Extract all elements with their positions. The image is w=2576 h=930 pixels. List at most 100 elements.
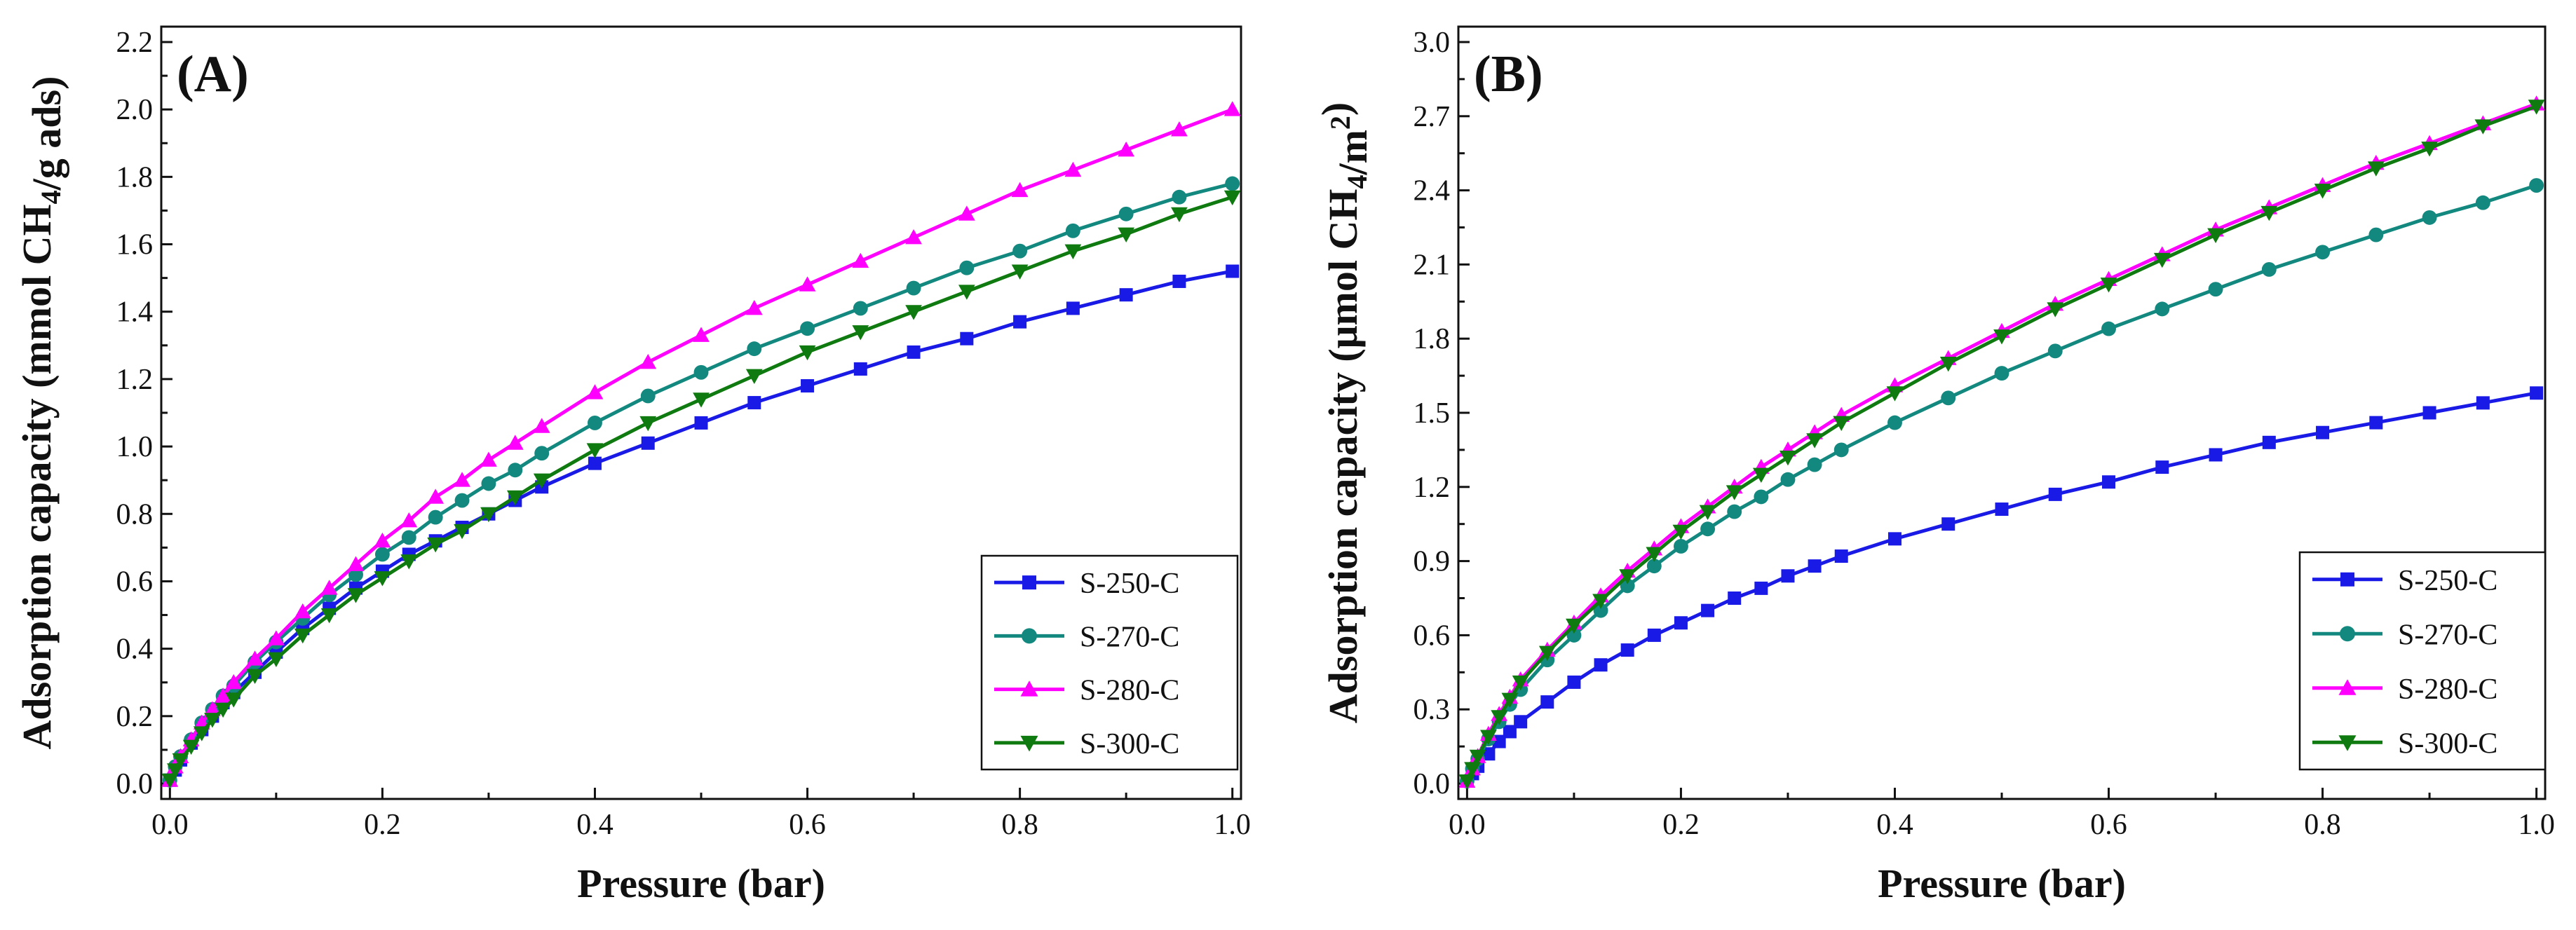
panel-a-data-point-s-270-c xyxy=(428,510,443,525)
panel-a-data-point-s-300-c xyxy=(267,652,285,667)
panel-a-legend-marker-s-250-c xyxy=(1022,575,1036,590)
panel-b-data-point-s-300-c xyxy=(1538,645,1556,661)
panel-a-legend-label-s-270-c: S-270-C xyxy=(1080,621,1179,653)
panel-a-x-tick-label: 1.0 xyxy=(1214,809,1251,841)
panel-a-data-point-s-270-c xyxy=(1118,206,1134,221)
panel-a-data-point-s-280-c xyxy=(852,252,869,268)
panel-b-data-point-s-270-c xyxy=(2261,262,2277,277)
panel-a-data-point-s-270-c xyxy=(534,446,550,461)
panel-a-data-point-s-300-c xyxy=(193,726,210,741)
panel-b-data-point-s-300-c xyxy=(1752,467,1770,484)
panel-a-data-point-s-250-c xyxy=(588,456,602,470)
panel-a-data-point-s-300-c xyxy=(693,392,710,408)
panel-a-legend: S-250-C S-270-C S-280-C S-300-C xyxy=(980,554,1239,771)
panel-a-y-tick-label: 0.2 xyxy=(116,701,154,733)
panel-b-data-point-s-250-c xyxy=(1674,616,1688,630)
panel-a-y-tick-label: 2.2 xyxy=(116,27,154,59)
panel-a-data-point-s-280-c xyxy=(427,488,445,504)
panel-b-y-tick-label: 2.4 xyxy=(1414,175,1451,207)
panel-b-chart: 0.0 0.2 0.4 0.6 0.8 1.0 0.0 0.3 0.6 0.9 1.2 1.5 1.8 2… xyxy=(1313,25,2555,906)
panel-a-data-point-s-270-c xyxy=(401,530,416,545)
panel-b-y-tick-label: 1.2 xyxy=(1414,472,1451,504)
panel-b-data-point-s-270-c xyxy=(1593,603,1608,618)
panel-a-data-point-s-300-c xyxy=(1118,227,1135,242)
panel-b-data-point-s-270-c xyxy=(2475,195,2490,210)
panel-b-data-point-s-270-c xyxy=(1727,504,1742,519)
panel-a-data-point-s-280-c xyxy=(454,472,470,487)
panel-a-data-point-s-280-c xyxy=(225,673,243,690)
panel-b-data-point-s-270-c xyxy=(2422,210,2437,225)
panel-b-data-point-s-300-c xyxy=(1501,692,1519,708)
panel-b-data-point-s-250-c xyxy=(1567,675,1581,689)
panel-a-data-point-s-300-c xyxy=(852,325,869,341)
panel-a-data-point-s-280-c xyxy=(294,603,311,619)
panel-b-data-point-s-250-c xyxy=(1514,715,1528,729)
panel-b-data-point-s-250-c xyxy=(1941,517,1955,531)
panel-a-data-point-s-270-c xyxy=(454,493,470,508)
panel-a-data-point-s-280-c xyxy=(693,327,710,342)
panel-a-legend-label-s-280-c: S-280-C xyxy=(1080,675,1179,707)
panel-b-data-point-s-250-c xyxy=(2476,396,2490,410)
panel-a-data-point-s-270-c xyxy=(1012,243,1028,259)
panel-b-data-point-s-300-c xyxy=(1464,762,1481,777)
panel-a-data-point-s-270-c xyxy=(800,321,815,336)
panel-a-data-point-s-250-c xyxy=(853,362,867,376)
panel-a-data-point-s-300-c xyxy=(905,305,922,320)
panel-b-data-point-s-270-c xyxy=(2155,301,2170,317)
panel-a-data-point-s-280-c xyxy=(215,688,231,703)
panel-a-data-point-s-280-c xyxy=(400,512,418,528)
panel-a-data-point-s-270-c xyxy=(588,415,602,430)
panel-b-data-point-s-250-c xyxy=(2369,416,2383,430)
panel-a-legend-label-s-250-c: S-250-C xyxy=(1080,568,1179,600)
panel-b-legend-label-s-250-c: S-250-C xyxy=(2398,565,2497,597)
panel-a-x-axis-title: Pressure (bar) xyxy=(577,861,825,906)
panel-a-data-point-s-250-c xyxy=(801,379,815,393)
panel-b-legend-marker-s-270-c xyxy=(2340,626,2355,642)
panel-a-legend-label-s-300-c: S-300-C xyxy=(1080,728,1179,760)
panel-b-data-point-s-300-c xyxy=(2474,119,2492,135)
panel-b-data-point-s-270-c xyxy=(1807,457,1822,472)
panel-b-x-tick-label: 0.6 xyxy=(2090,809,2127,841)
panel-b-data-point-s-300-c xyxy=(1566,618,1582,634)
panel-a-data-point-s-280-c xyxy=(246,650,264,666)
panel-a-data-point-s-250-c xyxy=(694,416,708,430)
panel-b-data-point-s-300-c xyxy=(1833,416,1850,431)
panel-b-data-point-s-270-c xyxy=(1780,472,1796,487)
panel-a-legend-marker-s-300-c xyxy=(1020,735,1038,752)
panel-a-data-point-s-280-c xyxy=(958,205,975,221)
panel-a-data-point-s-270-c xyxy=(481,476,496,491)
panel-a-x-tick-label: 0.2 xyxy=(364,809,401,841)
panel-b-data-point-s-300-c xyxy=(2047,302,2064,317)
panel-b-x-tick-label: 0.2 xyxy=(1662,809,1700,841)
panel-b-data-point-s-270-c xyxy=(1620,578,1635,594)
panel-a-data-point-s-300-c xyxy=(639,416,657,432)
panel-b-data-point-s-250-c xyxy=(1492,734,1506,748)
panel-b-x-tick-label: 1.0 xyxy=(2518,809,2555,841)
panel-b-data-point-s-270-c xyxy=(2101,321,2116,336)
panel-b-data-point-s-250-c xyxy=(2316,425,2330,439)
panel-b-legend: S-250-C S-270-C S-280-C S-300-C xyxy=(2298,551,2547,771)
panel-b-data-point-s-250-c xyxy=(2209,448,2223,462)
panel-a-data-point-s-280-c xyxy=(347,556,365,571)
panel-a-data-point-s-270-c xyxy=(1225,176,1240,191)
panel-b-data-point-s-270-c xyxy=(1887,415,1902,430)
panel-a-data-point-s-250-c xyxy=(1066,301,1080,315)
panel-b-data-point-s-270-c xyxy=(1673,538,1688,554)
panel-a-data-point-s-280-c xyxy=(1223,101,1241,116)
panel-a-data-point-s-280-c xyxy=(506,435,524,450)
panel-b-data-point-s-270-c xyxy=(2047,343,2063,359)
panel-a-y-tick-label: 0.4 xyxy=(116,634,154,666)
panel-a-data-point-s-300-c xyxy=(167,763,184,779)
panel-b-y-tick-label: 2.7 xyxy=(1414,101,1451,133)
panel-b-data-point-s-270-c xyxy=(2208,282,2223,297)
panel-a-data-point-s-280-c xyxy=(1118,142,1135,157)
panel-b-data-point-s-250-c xyxy=(1834,549,1848,563)
panel-b-data-point-s-250-c xyxy=(1647,628,1661,642)
panel-a-data-point-s-300-c xyxy=(225,692,243,708)
panel-a-data-point-s-270-c xyxy=(1065,223,1080,238)
panel-a-data-point-s-280-c xyxy=(320,580,338,595)
panel-a-data-point-s-280-c xyxy=(204,701,221,716)
panel-b-x-tick-label: 0.4 xyxy=(1876,809,1913,841)
panel-b-data-point-s-250-c xyxy=(1620,643,1634,657)
panel-a-legend-box xyxy=(980,554,1239,771)
